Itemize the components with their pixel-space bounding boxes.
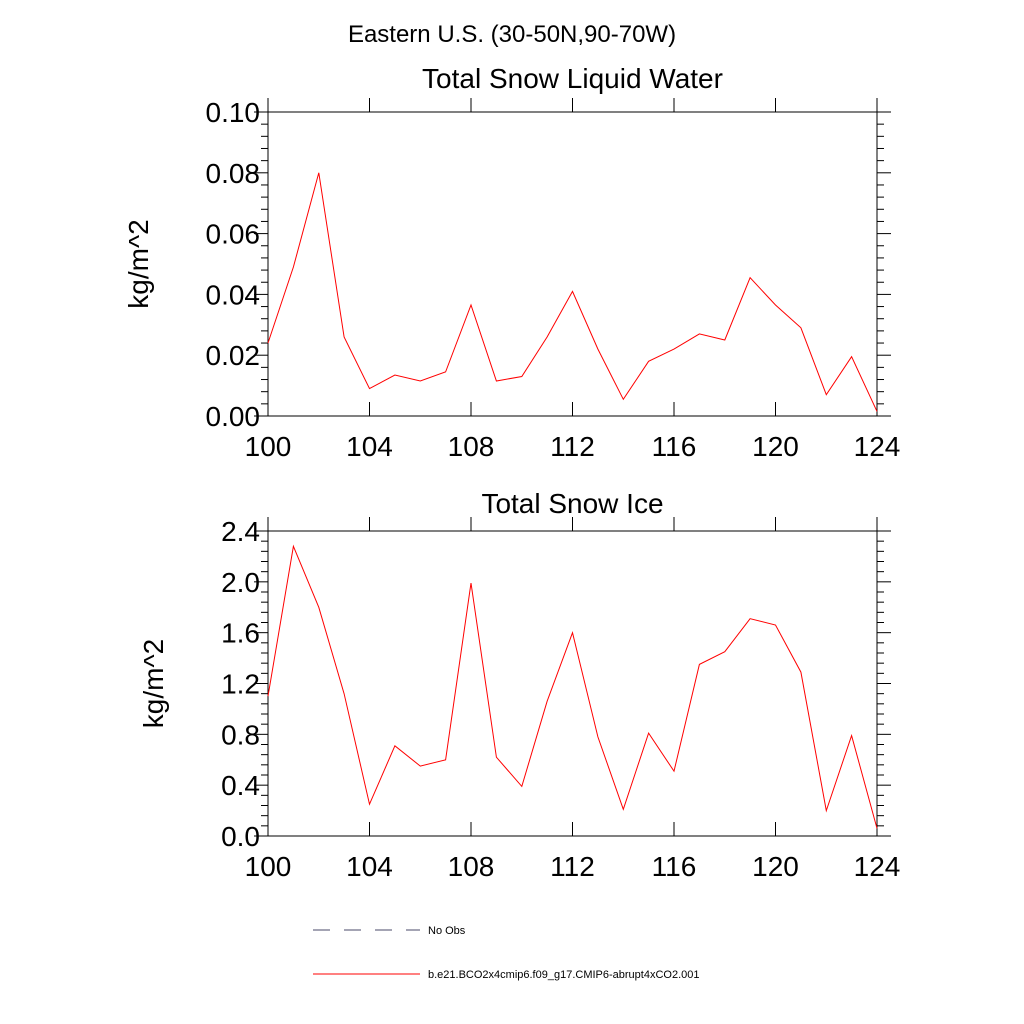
panel0-data-point-107 <box>445 371 446 372</box>
panel0-data-point-100 <box>267 342 268 343</box>
panel0-x-tick-label: 104 <box>346 431 393 462</box>
panel1-title: Total Snow Ice <box>481 488 663 519</box>
panel0-data-point-113 <box>597 349 598 350</box>
panel0-y-axis-label: kg/m^2 <box>123 219 154 308</box>
figure-title: Eastern U.S. (30-50N,90-70W) <box>348 21 676 48</box>
panel0-data-point-124 <box>876 411 877 412</box>
panel1-x-tick-label: 104 <box>346 851 393 882</box>
panel0-y-tick-label: 0.08 <box>206 158 261 189</box>
panel0-y-tick-label: 0.06 <box>206 219 261 250</box>
panel1-data-point-122 <box>826 810 827 811</box>
legend-model-label: b.e21.BCO2x4cmip6.f09_g17.CMIP6-abrupt4x… <box>428 969 700 981</box>
panel0-data-point-109 <box>496 380 497 381</box>
panel1-y-tick-label: 2.0 <box>221 567 260 598</box>
panel0-data-point-121 <box>800 327 801 328</box>
panel0-x-tick-label: 120 <box>752 431 799 462</box>
panel1-y-tick-label: 0.8 <box>221 719 260 750</box>
panel0-y-tick-label: 0.10 <box>206 97 261 128</box>
panel1-x-tick-label: 108 <box>448 851 495 882</box>
panel1-data-point-104 <box>369 804 370 805</box>
panel1-data-point-105 <box>394 745 395 746</box>
panel1-data-point-123 <box>851 735 852 736</box>
panel1-data-point-102 <box>318 607 319 608</box>
panel1-y-tick-label: 0.0 <box>221 821 260 852</box>
panel0-data-point-108 <box>470 304 471 305</box>
panel1-x-tick-label: 100 <box>245 851 292 882</box>
panel1-data-point-124 <box>876 828 877 829</box>
panel0-data-point-123 <box>851 356 852 357</box>
panel0-data-point-111 <box>547 336 548 337</box>
panel1-plot-frame <box>267 530 878 837</box>
panel-snow-ice: Total Snow Ice kg/m^2 100 104 108 112 116 120 12… <box>138 488 900 882</box>
panel0-series-line-b-e21-bco2x4cmip6-f09-g17-cmip6-abrupt4xco2-001 <box>267 172 878 412</box>
panel1-series-line-b-e21-bco2x4cmip6-f09-g17-cmip6-abrupt4xco2-001 <box>267 544 878 829</box>
panel1-data-point-115 <box>648 732 649 733</box>
panel1-x-tick-label: 116 <box>652 851 697 882</box>
panel0-data-point-118 <box>724 339 725 340</box>
panel0-data-point-115 <box>648 361 649 362</box>
panel1-data-point-108 <box>470 583 471 584</box>
legend: No Obs b.e21.BCO2x4cmip6.f09_g17.CMIP6-a… <box>313 925 700 981</box>
panel1-data-point-116 <box>673 771 674 772</box>
panel0-title: Total Snow Liquid Water <box>422 63 723 94</box>
panel0-data-point-119 <box>750 277 751 278</box>
panel0-data-point-116 <box>673 349 674 350</box>
panel0-x-tick-label: 108 <box>448 431 495 462</box>
panel0-x-tick-label: 116 <box>652 431 697 462</box>
panel1-data-point-117 <box>699 664 700 665</box>
panel0-data-point-122 <box>826 394 827 395</box>
legend-no-obs-label: No Obs <box>428 925 466 937</box>
panel1-data-point-101 <box>293 546 294 547</box>
panel0-plot-frame <box>267 111 878 417</box>
panel1-data-point-113 <box>597 736 598 737</box>
panel0-data-point-104 <box>369 388 370 389</box>
panel1-data-point-114 <box>623 809 624 810</box>
panel0-y-tick-label: 0.00 <box>206 401 261 432</box>
panel1-data-point-121 <box>800 671 801 672</box>
panel0-data-point-106 <box>420 380 421 381</box>
panel1-data-point-107 <box>445 759 446 760</box>
panel0-data-point-112 <box>572 291 573 292</box>
panel0-data-point-110 <box>521 376 522 377</box>
panel0-y-tick-label: 0.04 <box>206 279 261 310</box>
panel1-data-point-111 <box>547 701 548 702</box>
panel0-x-tick-label: 124 <box>854 431 901 462</box>
panel1-y-tick-label: 1.2 <box>221 669 260 700</box>
panel1-data-point-100 <box>267 696 268 697</box>
panel1-data-point-110 <box>521 786 522 787</box>
panel0-data-point-102 <box>318 172 319 173</box>
panel1-data-point-118 <box>724 651 725 652</box>
panel0-data-point-103 <box>344 336 345 337</box>
panel1-x-tick-label: 124 <box>854 851 901 882</box>
panel1-y-axis-label: kg/m^2 <box>138 639 169 728</box>
panel0-x-tick-label: 100 <box>245 431 292 462</box>
panel0-data-point-114 <box>623 399 624 400</box>
panel0-y-tick-label: 0.02 <box>206 340 261 371</box>
panel1-data-point-119 <box>750 618 751 619</box>
panel1-y-tick-label: 2.4 <box>221 516 260 547</box>
panel1-data-point-120 <box>775 624 776 625</box>
panel1-data-point-106 <box>420 766 421 767</box>
panel-snow-liquid-water: Total Snow Liquid Water kg/m^2 100 104 108 11… <box>123 63 900 462</box>
panel1-data-point-112 <box>572 632 573 633</box>
panel0-data-point-101 <box>293 266 294 267</box>
panel1-x-tick-label: 120 <box>752 851 799 882</box>
panel0-data-point-105 <box>394 374 395 375</box>
panel0-x-tick-label: 112 <box>550 431 595 462</box>
panel1-data-point-103 <box>344 693 345 694</box>
panel1-y-tick-label: 1.6 <box>221 618 260 649</box>
panel0-data-point-117 <box>699 333 700 334</box>
panel0-data-point-120 <box>775 304 776 305</box>
panel1-y-tick-label: 0.4 <box>221 770 260 801</box>
panel1-data-point-109 <box>496 757 497 758</box>
panel1-x-tick-label: 112 <box>550 851 595 882</box>
